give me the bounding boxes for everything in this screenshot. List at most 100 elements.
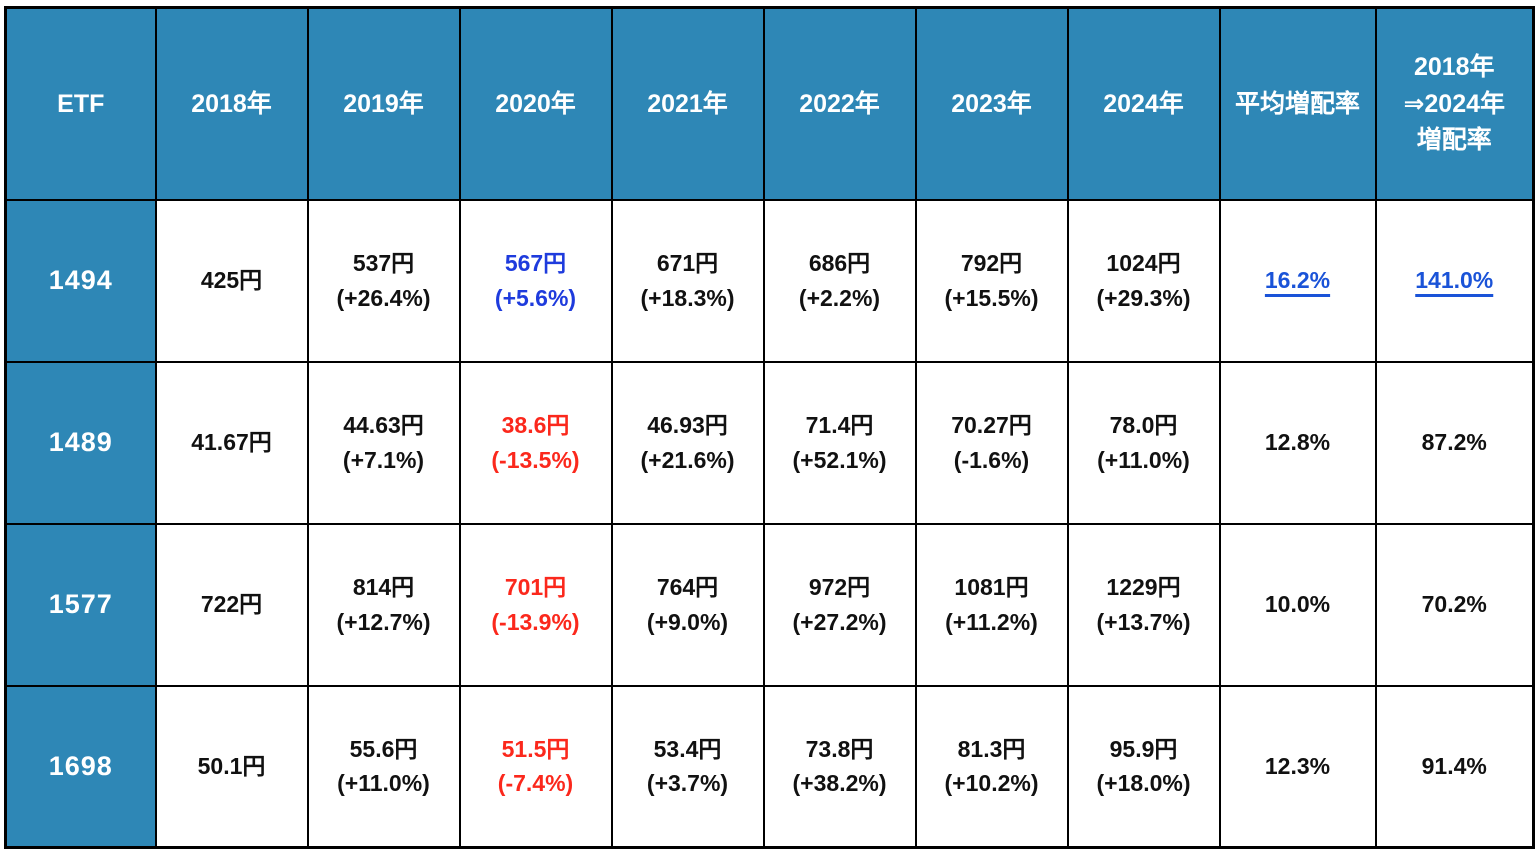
column-header-2022: 2022年 xyxy=(762,6,917,201)
dividend-cell: 78.0円 (+11.0%) xyxy=(1066,360,1221,525)
dividend-change: (+29.3%) xyxy=(1096,284,1191,311)
dividend-cell: 71.4円 (+52.1%) xyxy=(762,360,917,525)
dividend-value: 972円 xyxy=(808,574,871,600)
dividend-value: 51.5円 xyxy=(501,735,570,762)
dividend-change: (+15.5%) xyxy=(944,284,1039,311)
avg-increase-value: 10.0% xyxy=(1264,591,1331,617)
dividend-cell: 44.63円 (+7.1%) xyxy=(306,360,461,525)
dividend-value: 764円 xyxy=(656,574,719,600)
dividend-change: (+26.4%) xyxy=(336,284,431,311)
dividend-value: 686円 xyxy=(808,250,871,276)
table-row: 1698 50.1円 55.6円 (+11.0%) 51.5円 (-7.4%) … xyxy=(4,684,1535,849)
dividend-cell: 38.6円 (-13.5%) xyxy=(458,360,613,525)
etf-code-cell: 1489 xyxy=(4,360,157,525)
dividend-value: 722円 xyxy=(200,591,263,618)
header-line: 2018年 xyxy=(1413,53,1495,82)
column-header-avg-increase: 平均増配率 xyxy=(1218,6,1377,201)
dividend-value: 567円 xyxy=(504,250,567,276)
column-header-total-increase: 2018年 ⇒2024年 増配率 xyxy=(1374,6,1535,201)
column-header-2021: 2021年 xyxy=(610,6,765,201)
dividend-cell: 701円 (-13.9%) xyxy=(458,522,613,687)
dividend-value: 792円 xyxy=(960,250,1023,276)
dividend-cell: 972円 (+27.2%) xyxy=(762,522,917,687)
table-row: 1489 41.67円 44.63円 (+7.1%) 38.6円 (-13.5%… xyxy=(4,360,1535,525)
dividend-change: (-7.4%) xyxy=(497,770,574,797)
dividend-cell: 764円 (+9.0%) xyxy=(610,522,765,687)
dividend-change: (+13.7%) xyxy=(1096,608,1191,635)
dividend-change: (+11.2%) xyxy=(945,608,1038,635)
dividend-change: (+27.2%) xyxy=(792,608,887,635)
dividend-cell: 1229円 (+13.7%) xyxy=(1066,522,1221,687)
header-line: 増配率 xyxy=(1416,125,1492,154)
column-header-2024: 2024年 xyxy=(1066,6,1221,201)
dividend-value: 46.93円 xyxy=(647,412,728,438)
total-increase-cell: 87.2% xyxy=(1374,360,1535,525)
dividend-cell: 70.27円 (-1.6%) xyxy=(914,360,1069,525)
etf-dividend-table: ETF 2018年 2019年 2020年 2021年 2022年 2023年 … xyxy=(4,6,1535,849)
etf-code-cell: 1577 xyxy=(4,522,157,687)
dividend-cell: 41.67円 xyxy=(154,360,309,525)
avg-increase-cell: 16.2% xyxy=(1218,198,1377,363)
dividend-value: 55.6円 xyxy=(349,735,418,762)
dividend-change: (+18.3%) xyxy=(640,284,735,311)
dividend-cell: 73.8円 (+38.2%) xyxy=(762,684,917,849)
dividend-change: (+9.0%) xyxy=(646,608,729,635)
table-row: 1494 425円 537円 (+26.4%) 567円 (+5.6%) 671… xyxy=(4,198,1535,363)
dividend-cell: 1081円 (+11.2%) xyxy=(914,522,1069,687)
dividend-cell: 95.9円 (+18.0%) xyxy=(1066,684,1221,849)
dividend-cell: 81.3円 (+10.2%) xyxy=(914,684,1069,849)
etf-code-cell: 1698 xyxy=(4,684,157,849)
avg-increase-cell: 12.8% xyxy=(1218,360,1377,525)
dividend-cell: 671円 (+18.3%) xyxy=(610,198,765,363)
dividend-cell: 55.6円 (+11.0%) xyxy=(306,684,461,849)
column-header-2020: 2020年 xyxy=(458,6,613,201)
header-line: ⇒2024年 xyxy=(1403,89,1506,118)
avg-increase-link[interactable]: 16.2% xyxy=(1264,267,1331,293)
column-header-etf: ETF xyxy=(4,6,157,201)
dividend-value: 78.0円 xyxy=(1109,412,1178,438)
dividend-cell: 46.93円 (+21.6%) xyxy=(610,360,765,525)
dividend-value: 701円 xyxy=(504,574,567,600)
total-increase-cell: 70.2% xyxy=(1374,522,1535,687)
dividend-value: 671円 xyxy=(656,250,719,276)
dividend-value: 50.1円 xyxy=(197,753,266,779)
dividend-change: (-1.6%) xyxy=(953,446,1030,473)
dividend-cell: 686円 (+2.2%) xyxy=(762,198,917,363)
dividend-change: (+10.2%) xyxy=(944,770,1039,797)
column-header-2023: 2023年 xyxy=(914,6,1069,201)
dividend-cell: 51.5円 (-7.4%) xyxy=(458,684,613,849)
dividend-value: 81.3円 xyxy=(957,735,1026,762)
column-header-2018: 2018年 xyxy=(154,6,309,201)
dividend-change: (+11.0%) xyxy=(1097,446,1190,473)
avg-increase-cell: 10.0% xyxy=(1218,522,1377,687)
dividend-value: 44.63円 xyxy=(343,412,424,438)
dividend-cell: 50.1円 xyxy=(154,684,309,849)
dividend-value: 1229円 xyxy=(1106,574,1181,600)
dividend-cell: 567円 (+5.6%) xyxy=(458,198,613,363)
dividend-value: 73.8円 xyxy=(805,735,874,762)
dividend-value: 38.6円 xyxy=(501,412,570,438)
total-increase-link[interactable]: 141.0% xyxy=(1415,267,1494,293)
dividend-cell: 425円 xyxy=(154,198,309,363)
dividend-cell: 537円 (+26.4%) xyxy=(306,198,461,363)
dividend-value: 537円 xyxy=(352,250,415,276)
dividend-value: 425円 xyxy=(200,267,263,294)
dividend-value: 1024円 xyxy=(1106,250,1181,276)
dividend-change: (+12.7%) xyxy=(336,608,431,635)
dividend-cell: 814円 (+12.7%) xyxy=(306,522,461,687)
dividend-value: 41.67円 xyxy=(191,429,272,456)
dividend-cell: 53.4円 (+3.7%) xyxy=(610,684,765,849)
dividend-change: (+3.7%) xyxy=(646,770,729,797)
table-row: 1577 722円 814円 (+12.7%) 701円 (-13.9%) 76… xyxy=(4,522,1535,687)
dividend-value: 53.4円 xyxy=(653,735,722,762)
avg-increase-value: 12.8% xyxy=(1264,429,1331,455)
dividend-change: (+18.0%) xyxy=(1096,770,1191,797)
dividend-value: 95.9円 xyxy=(1109,735,1178,762)
avg-increase-value: 12.3% xyxy=(1264,752,1331,779)
etf-code-cell: 1494 xyxy=(4,198,157,363)
dividend-value: 1081円 xyxy=(954,574,1029,600)
dividend-change: (+38.2%) xyxy=(792,770,887,797)
total-increase-cell: 141.0% xyxy=(1374,198,1535,363)
dividend-cell: 792円 (+15.5%) xyxy=(914,198,1069,363)
dividend-change: (-13.5%) xyxy=(491,446,580,473)
